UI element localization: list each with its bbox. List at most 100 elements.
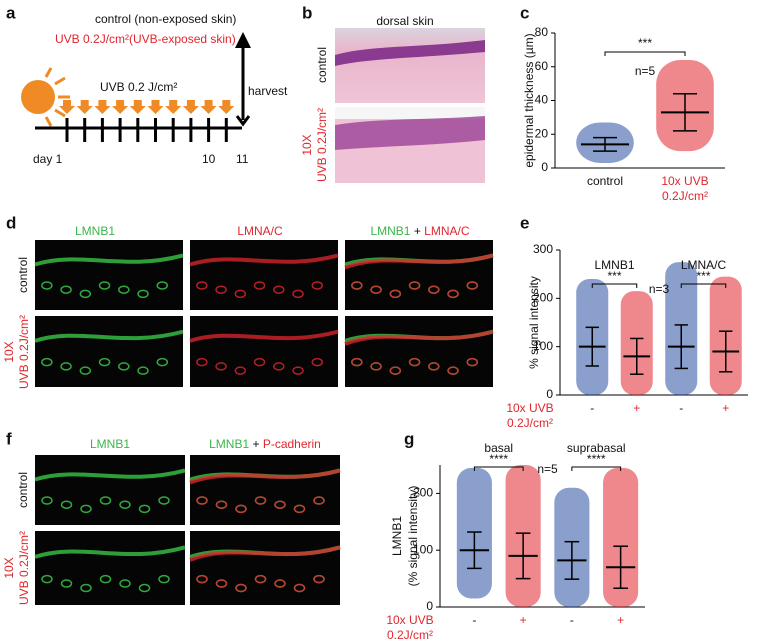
uvb-arrow [165, 100, 182, 114]
panel-label: f [6, 429, 12, 448]
group-label: LMNB1 [594, 258, 634, 272]
significance-bracket [591, 283, 638, 288]
row-label: UVB 0.2J/cm² [17, 315, 31, 389]
cell-signal [98, 281, 111, 290]
y-tick-label: 40 [535, 93, 549, 107]
row-label: 10X [2, 341, 16, 362]
day-label: 10 [202, 152, 216, 166]
cell-signal [293, 583, 306, 593]
cell-signal [370, 362, 382, 371]
histology-image [335, 28, 485, 183]
y-axis-label: % signal intensity [527, 276, 541, 369]
x-tick-label: - [472, 613, 476, 627]
cell-signal [215, 362, 227, 371]
annotation: n=5 [635, 64, 656, 78]
label-part: + [249, 437, 263, 451]
uvb-arrow [200, 100, 217, 114]
panel-label: b [302, 3, 312, 22]
tissue-signal [344, 329, 494, 346]
cell-signal [254, 574, 267, 584]
y-tick-label: 300 [533, 242, 553, 256]
cell-signal [80, 583, 92, 593]
panel-label: d [6, 213, 16, 232]
significance-bracket [571, 466, 622, 471]
cell-signal [351, 357, 363, 367]
cell-signal [215, 579, 228, 588]
uvb-arrow [182, 100, 199, 114]
cell-signal [196, 281, 208, 290]
label-part: LMNB1 [75, 224, 115, 238]
y-tick-label: 200 [533, 291, 553, 305]
label-part: LMNA/C [237, 224, 283, 238]
cell-signal [215, 500, 228, 509]
cell-signal [235, 504, 247, 514]
microscopy-image [345, 316, 493, 387]
cell-signal [79, 289, 92, 299]
x-axis-label: 0.2J/cm² [387, 628, 433, 642]
x-tick-label: - [679, 401, 683, 415]
cell-signal [311, 357, 324, 367]
y-axis-label: (% signal intensity) [406, 486, 420, 587]
cell-signal [292, 289, 304, 299]
cell-signal [273, 362, 285, 371]
significance: **** [489, 452, 508, 466]
significance-bracket [604, 51, 686, 56]
column-label: LMNB1 [90, 437, 130, 451]
y-tick-label: 100 [533, 339, 553, 353]
tissue-signal [34, 468, 186, 482]
harvest-down-arrow [235, 108, 251, 127]
cell-signal [118, 362, 130, 371]
tissue-signal [344, 253, 494, 270]
cell-signal [60, 362, 72, 371]
label-part: P-cadherin [263, 437, 321, 451]
row-label: control [315, 47, 329, 83]
cell-signal [428, 285, 440, 294]
cell-signal [196, 357, 208, 367]
cell-signal [292, 366, 304, 375]
sun-icon [21, 67, 70, 127]
tissue-signal [189, 329, 339, 343]
row-label: UVB 0.2J/cm² [17, 531, 31, 605]
uvb-arrows [59, 100, 235, 114]
cell-signal [80, 504, 92, 514]
microscopy-image [345, 240, 493, 310]
x-axis-label: 0.2J/cm² [507, 416, 553, 430]
annotation: n=5 [537, 462, 558, 476]
harvest-arrowhead [235, 32, 251, 48]
tissue-signal [189, 545, 341, 562]
cell-signal [119, 500, 131, 509]
cell-signal [408, 357, 421, 367]
cell-signal [41, 281, 53, 290]
cell-signal [99, 574, 112, 584]
y-tick-label: 20 [535, 126, 549, 140]
significance: *** [607, 269, 621, 283]
distribution [603, 467, 639, 607]
row-label: 10X [2, 557, 16, 578]
x-tick-label: - [590, 401, 594, 415]
panel-label: a [6, 3, 16, 22]
cell-signal [447, 366, 459, 375]
cell-signal [253, 281, 266, 290]
y-tick-label: 0 [426, 599, 433, 613]
cell-signal [138, 583, 151, 593]
panel-label: c [520, 3, 529, 22]
cell-signal [158, 574, 170, 584]
day-label: day 1 [33, 152, 63, 166]
row-label: 10X [300, 134, 314, 155]
cell-signal [293, 504, 306, 514]
cell-signal [235, 583, 247, 593]
microscopy-image [190, 455, 340, 525]
cell-signal [408, 281, 421, 290]
x-tick-label: + [722, 401, 729, 415]
uvb-arrow [59, 100, 75, 114]
y-axis-label: epidermal thickness (µm) [522, 33, 536, 167]
cell-signal [254, 496, 267, 505]
column-label: LMNB1 + LMNA/C [370, 224, 469, 238]
cell-signal [196, 496, 208, 505]
microscopy-image [35, 240, 183, 310]
cell-signal [119, 579, 131, 588]
cell-signal [466, 357, 479, 367]
column-label: LMNB1 + P-cadherin [209, 437, 321, 451]
cell-signal [79, 366, 92, 375]
panel-label: g [404, 429, 414, 448]
